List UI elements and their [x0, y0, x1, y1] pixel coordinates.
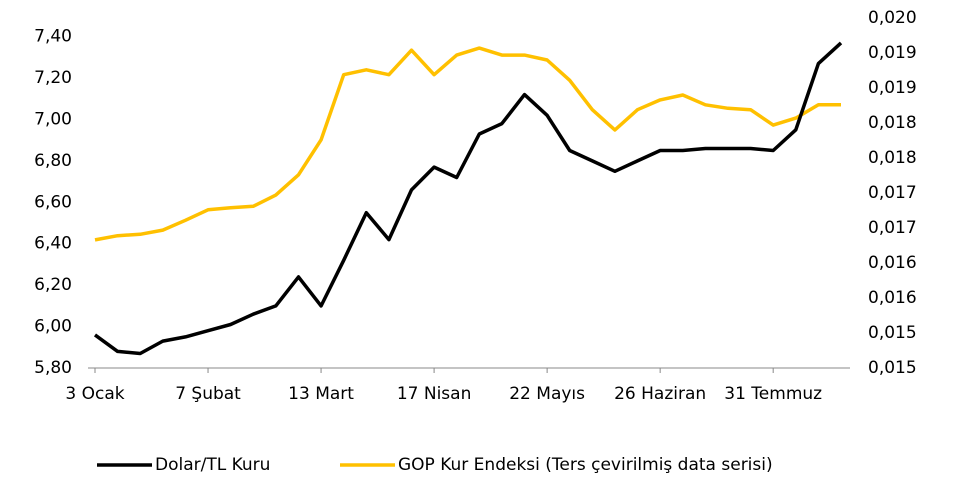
- y-tick-label: 6,40: [34, 234, 72, 254]
- x-tick-label: 13 Mart: [288, 384, 354, 404]
- y-tick-label: 7,00: [34, 109, 72, 129]
- y-tick-label: 6,20: [34, 275, 72, 295]
- y-tick-label: 5,80: [34, 358, 72, 378]
- x-tick-label: 26 Haziran: [614, 384, 706, 404]
- y2-tick-label: 0,018: [868, 113, 917, 133]
- y2-tick-label: 0,018: [868, 148, 917, 168]
- x-tick-label: 22 Mayıs: [509, 384, 585, 404]
- legend-label: Dolar/TL Kuru: [155, 455, 270, 475]
- y-tick-label: 7,20: [34, 68, 72, 88]
- y2-tick-label: 0,017: [868, 183, 917, 203]
- y2-tick-label: 0,019: [868, 78, 917, 98]
- series-line: [94, 46, 841, 242]
- y2-tick-label: 0,019: [868, 43, 917, 63]
- y-tick-label: 6,00: [34, 317, 72, 337]
- x-tick-label: 17 Nisan: [397, 384, 472, 404]
- y2-tick-label: 0,015: [868, 358, 917, 378]
- series-line: [93, 41, 843, 356]
- y2-tick-label: 0,020: [868, 8, 917, 28]
- y-tick-label: 7,40: [34, 27, 72, 47]
- y2-tick-label: 0,016: [868, 253, 917, 273]
- y2-tick-label: 0,017: [868, 218, 917, 238]
- legend-label: GOP Kur Endeksi (Ters çevirilmiş data se…: [398, 455, 773, 475]
- x-tick-label: 31 Temmuz: [724, 384, 822, 404]
- y2-tick-label: 0,015: [868, 323, 917, 343]
- y2-tick-label: 0,016: [868, 288, 917, 308]
- x-tick-label: 7 Şubat: [175, 384, 241, 404]
- y-tick-label: 6,80: [34, 151, 72, 171]
- x-tick-label: 3 Ocak: [65, 384, 124, 404]
- y-tick-label: 6,60: [34, 192, 72, 212]
